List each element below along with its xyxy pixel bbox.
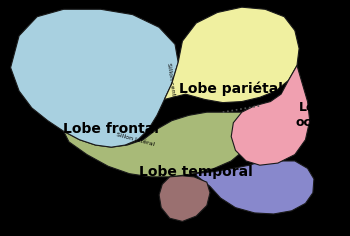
Polygon shape	[231, 66, 310, 165]
Polygon shape	[10, 9, 178, 147]
Text: Lobe pariétal: Lobe pariétal	[179, 82, 283, 96]
Polygon shape	[64, 106, 260, 177]
Polygon shape	[159, 176, 210, 221]
Polygon shape	[194, 161, 314, 214]
Text: Sillon latéral: Sillon latéral	[116, 132, 155, 147]
Text: Sillon central: Sillon central	[167, 63, 177, 104]
Polygon shape	[164, 7, 299, 103]
Text: Lobe
occipi: Lobe occipi	[296, 101, 336, 129]
Text: Lobe temporal: Lobe temporal	[139, 164, 253, 179]
Text: Lobe frontal: Lobe frontal	[63, 122, 159, 136]
